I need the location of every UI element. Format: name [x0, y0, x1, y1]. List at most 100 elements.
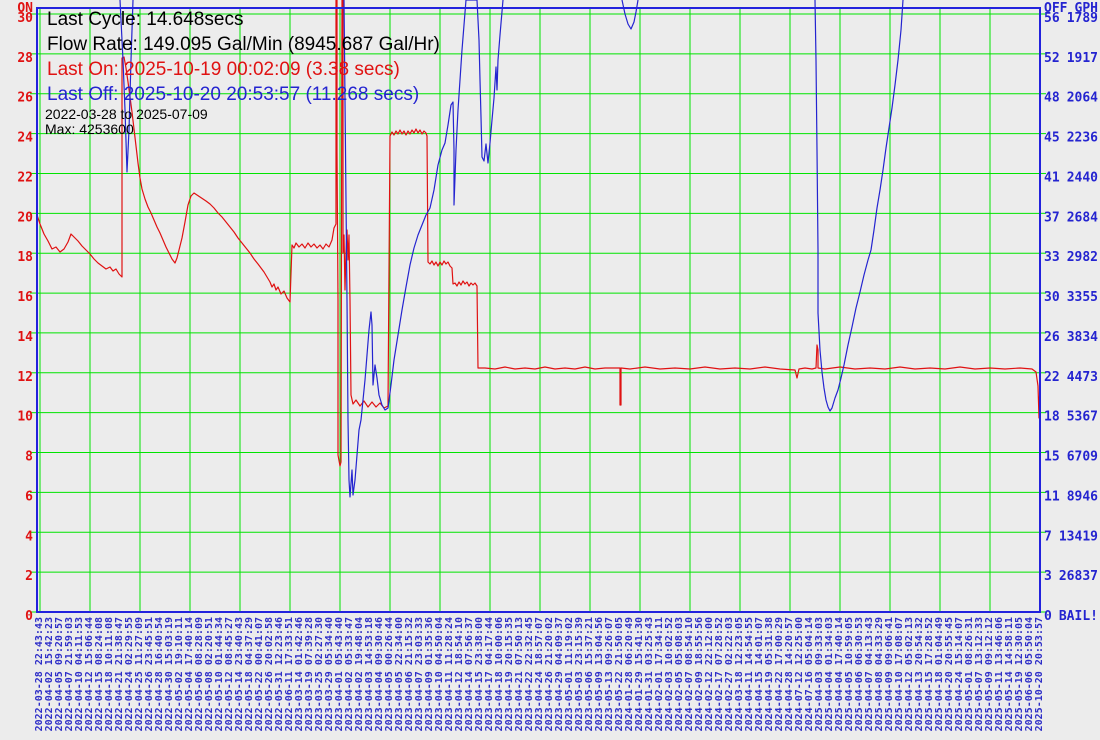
x-tick-label: 2022-05-26 20:02:58 — [264, 617, 275, 731]
x-tick-label: 2024-02-03 10:02:52 — [664, 617, 675, 731]
y-right-gph-value: 2982 — [1067, 250, 1098, 265]
x-tick-label: 2025-10-20 20:53:57 — [1034, 617, 1045, 731]
y-right-off-value: 0 — [1044, 609, 1052, 624]
x-tick-label: 2022-05-08 02:20:51 — [204, 617, 215, 731]
x-tick-label: 2025-04-13 20:54:32 — [914, 617, 925, 731]
x-tick-label: 2023-04-24 18:57:07 — [534, 617, 545, 731]
x-tick-label: 2024-02-17 07:28:52 — [714, 617, 725, 731]
x-tick-label: 2023-04-06 21:15:32 — [404, 617, 415, 731]
y-right-off-value: 52 — [1044, 51, 1060, 66]
x-tick-label: 2023-04-15 23:38:00 — [474, 617, 485, 731]
y-right-gph-value: BAIL! — [1059, 609, 1098, 624]
x-tick-label: 2023-04-12 18:54:10 — [454, 617, 465, 731]
off-seconds-blue-line — [119, 0, 134, 173]
y-right-gph-value: 26837 — [1059, 569, 1098, 584]
y-right-title-off: OFF — [1044, 1, 1068, 16]
y-right-off-value: 18 — [1044, 410, 1060, 425]
x-tick-label: 2023-05-13 09:26:07 — [604, 617, 615, 731]
y-right-off-value: 33 — [1044, 250, 1060, 265]
y-right-off-value: 30 — [1044, 290, 1060, 305]
x-tick-label: 2022-05-02 19:10:11 — [174, 617, 185, 731]
y-right-gph-value: 8946 — [1067, 489, 1098, 504]
y-right-off-value: 22 — [1044, 370, 1060, 385]
x-tick-label: 2023-04-29 04:09:37 — [554, 617, 565, 731]
x-tick-label: 2024-04-15 14:01:07 — [754, 617, 765, 731]
x-tick-label: 2022-04-02 15:42:23 — [44, 617, 55, 731]
x-tick-label: 2024-01-29 15:41:30 — [634, 617, 645, 731]
y-right-off-value: 15 — [1044, 450, 1060, 465]
x-tick-label: 2022-04-28 16:40:54 — [154, 617, 165, 731]
y-left-tick-label: 10 — [17, 410, 33, 425]
x-tick-label: 2023-04-19 20:15:35 — [504, 617, 515, 731]
x-tick-label: 2022-04-24 02:29:55 — [124, 617, 135, 731]
x-tick-label: 2022-05-31 12:23:46 — [274, 617, 285, 731]
x-tick-label: 2023-04-26 21:20:02 — [544, 617, 555, 731]
x-tick-label: 2025-04-04 01:34:03 — [824, 617, 835, 731]
x-tick-label: 2023-04-05 22:34:00 — [394, 617, 405, 731]
y-left-tick-label: 16 — [17, 290, 33, 305]
x-tick-label: 2023-03-14 01:42:46 — [294, 617, 305, 731]
y-right-off-value: 45 — [1044, 131, 1060, 146]
x-tick-label: 2022-04-10 04:11:53 — [74, 617, 85, 731]
x-tick-label: 2024-01-31 03:25:43 — [644, 617, 655, 731]
x-tick-label: 2022-05-18 04:37:29 — [244, 617, 255, 731]
x-tick-label: 2022-05-06 08:28:09 — [194, 617, 205, 731]
x-tick-label: 2024-04-22 17:00:29 — [774, 617, 785, 731]
x-tick-label: 2023-03-29 05:34:40 — [324, 617, 335, 731]
x-tick-label: 2023-04-04 09:30:46 — [374, 617, 385, 731]
y-left-tick-label: 8 — [25, 450, 33, 465]
y-right-title-gph: GPH — [1075, 1, 1098, 16]
x-tick-label: 2025-04-06 06:30:53 — [854, 617, 865, 731]
x-tick-label: 2025-04-08 04:33:29 — [874, 617, 885, 731]
x-tick-label: 2023-04-07 23:03:33 — [414, 617, 425, 731]
y-right-off-value: 3 — [1044, 569, 1052, 584]
x-tick-label: 2023-04-18 10:00:06 — [494, 617, 505, 731]
x-tick-label: 2022-05-14 23:40:43 — [234, 617, 245, 731]
y-left-tick-label: 18 — [17, 250, 33, 265]
flow-rate-text: Flow Rate: 149.095 Gal/Min (8945.687 Gal… — [47, 34, 440, 55]
x-tick-label: 2022-05-04 17:40:14 — [184, 617, 195, 731]
data-series — [36, 0, 1041, 498]
x-tick-label: 2022-03-28 22:43:43 — [34, 617, 45, 731]
x-tick-label: 2022-04-05 09:20:57 — [54, 617, 65, 731]
last-cycle-text: Last Cycle: 14.648secs — [47, 9, 244, 30]
y-right-off-value: 48 — [1044, 91, 1060, 106]
off-seconds-blue-line — [814, 0, 904, 412]
y-left-tick-label: 4 — [25, 529, 33, 544]
y-left-tick-label: 0 — [25, 609, 33, 624]
grid-lines — [30, 8, 1046, 613]
x-tick-label: 2023-03-19 07:39:28 — [304, 617, 315, 731]
x-tick-label: 2023-05-01 11:19:02 — [564, 617, 575, 731]
y-left-tick-label: 28 — [17, 51, 33, 66]
y-right-gph-value: 13419 — [1059, 529, 1098, 544]
x-tick-label: 2024-02-12 22:12:00 — [704, 617, 715, 731]
x-tick-label: 2022-04-25 11:27:09 — [134, 617, 145, 731]
y-left-tick-label: 14 — [17, 330, 33, 345]
x-tick-label: 2023-04-21 07:50:13 — [514, 617, 525, 731]
x-tick-label: 2024-02-09 18:55:56 — [694, 617, 705, 731]
x-tick-label: 2024-07-16 05:04:14 — [804, 617, 815, 731]
y-right-off-value: 7 — [1044, 529, 1052, 544]
x-tick-label: 2022-05-22 00:41:07 — [254, 617, 265, 731]
y-right-off-value: 11 — [1044, 489, 1060, 504]
x-tick-label: 2024-01-28 06:20:49 — [624, 617, 635, 731]
x-tick-label: 2025-05-14 14:58:11 — [1004, 617, 1015, 731]
y-right-gph-value: 1917 — [1067, 51, 1098, 66]
x-tick-label: 2022-04-18 10:11:08 — [104, 617, 115, 731]
x-tick-label: 2022-05-12 08:45:27 — [224, 617, 235, 731]
y-right-off-value: 41 — [1044, 170, 1060, 185]
x-tick-label: 2023-04-11 11:28:24 — [444, 617, 455, 731]
x-tick-label: 2025-04-03 09:33:03 — [814, 617, 825, 731]
last-on-text: Last On: 2025-10-19 00:02:09 (3.38 secs) — [47, 59, 400, 80]
x-tick-label: 2025-04-04 17:40:14 — [834, 617, 845, 731]
date-range-text: 2022-03-28 to 2025-07-09 — [45, 106, 208, 122]
y-right-off-value: 26 — [1044, 330, 1060, 345]
y-left-tick-label: 20 — [17, 210, 33, 225]
y-right-gph-value: 5367 — [1067, 410, 1098, 425]
on-seconds-red-line — [36, 0, 1041, 467]
x-tick-label: 2025-04-10 17:08:07 — [894, 617, 905, 731]
x-tick-label: 2023-04-09 01:35:36 — [424, 617, 435, 731]
